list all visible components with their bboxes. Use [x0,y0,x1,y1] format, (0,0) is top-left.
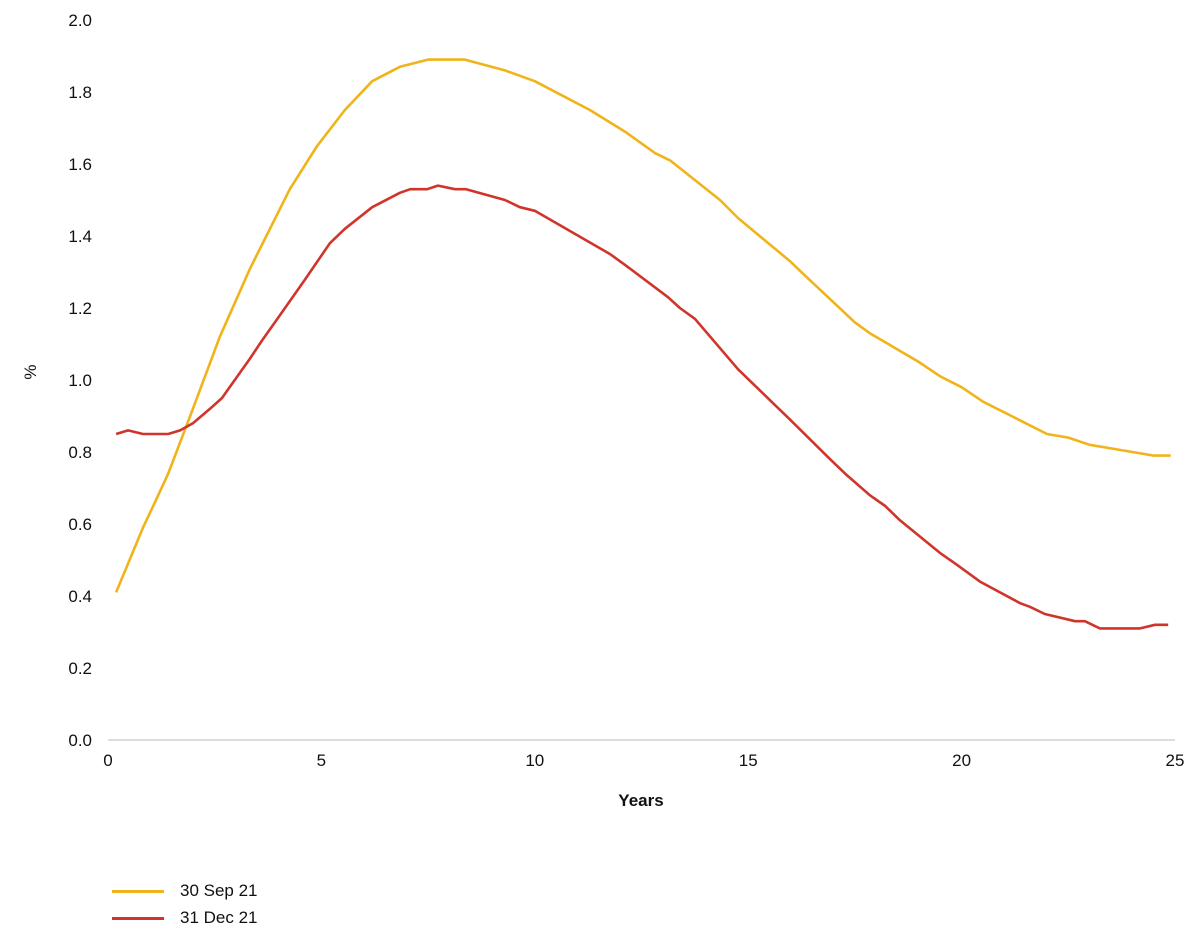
y-tick-label: 0.0 [68,731,92,750]
y-tick-label: 0.4 [68,587,92,606]
legend-item-31-dec-21: 31 Dec 21 [112,908,258,928]
y-axis-label: % [21,364,40,379]
series-lines [114,58,1171,630]
series-line-1 [114,58,1171,593]
y-tick-label: 1.0 [68,371,92,390]
legend-item-30-sep-21: 30 Sep 21 [112,881,258,901]
x-tick-label: 20 [952,751,971,770]
x-tick-label: 0 [103,751,112,770]
y-tick-label: 0.2 [68,659,92,678]
x-axis-ticks: 0 5 10 15 20 25 [103,751,1184,770]
y-axis-ticks: 0.0 0.2 0.4 0.6 0.8 1.0 1.2 1.4 1.6 1.8 2.0 [68,11,92,750]
y-tick-label: 1.4 [68,227,92,246]
legend-swatch [112,889,164,893]
x-tick-label: 25 [1166,751,1185,770]
x-tick-label: 10 [525,751,544,770]
x-axis-label: Years [618,791,663,810]
y-tick-label: 1.8 [68,83,92,102]
y-tick-label: 0.6 [68,515,92,534]
y-tick-label: 1.2 [68,299,92,318]
x-tick-label: 15 [739,751,758,770]
series-line-2 [115,184,1169,630]
y-tick-label: 2.0 [68,11,92,30]
legend-label: 31 Dec 21 [180,908,258,927]
y-tick-label: 0.8 [68,443,92,462]
y-tick-label: 1.6 [68,155,92,174]
legend-swatch [112,916,164,920]
legend-label: 30 Sep 21 [180,881,258,900]
x-tick-label: 5 [317,751,326,770]
